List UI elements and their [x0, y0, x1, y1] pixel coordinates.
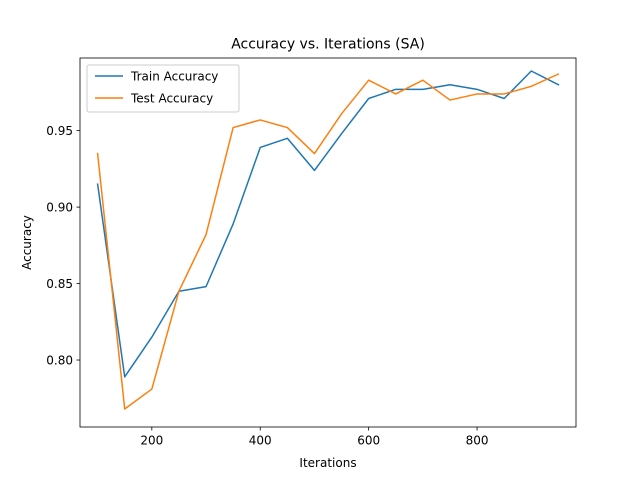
- x-tick-label: 200: [140, 434, 163, 448]
- x-axis-title: Iterations: [299, 456, 356, 470]
- y-tick-label: 0.90: [46, 200, 73, 214]
- legend-label-test: Test Accuracy: [130, 92, 213, 106]
- y-tick-label: 0.80: [46, 353, 73, 367]
- chart-title: Accuracy vs. Iterations (SA): [231, 37, 425, 53]
- y-tick-label: 0.85: [46, 277, 73, 291]
- x-tick-label: 800: [466, 434, 489, 448]
- legend-label-train: Train Accuracy: [130, 70, 218, 84]
- y-axis-title: Accuracy: [20, 215, 34, 270]
- series-line-train: [96, 70, 560, 378]
- series-line-test: [96, 73, 560, 410]
- axes-frame: [79, 57, 577, 428]
- plot-area: [96, 70, 560, 410]
- y-tick-label: 0.95: [46, 124, 73, 138]
- x-tick-label: 600: [357, 434, 380, 448]
- legend: Train Accuracy Test Accuracy: [86, 64, 240, 113]
- legend-frame: [86, 64, 240, 113]
- x-tick-label: 400: [249, 434, 272, 448]
- ticks: 200 400 600 800 0.80 0.85 0.90 0.95: [46, 124, 488, 448]
